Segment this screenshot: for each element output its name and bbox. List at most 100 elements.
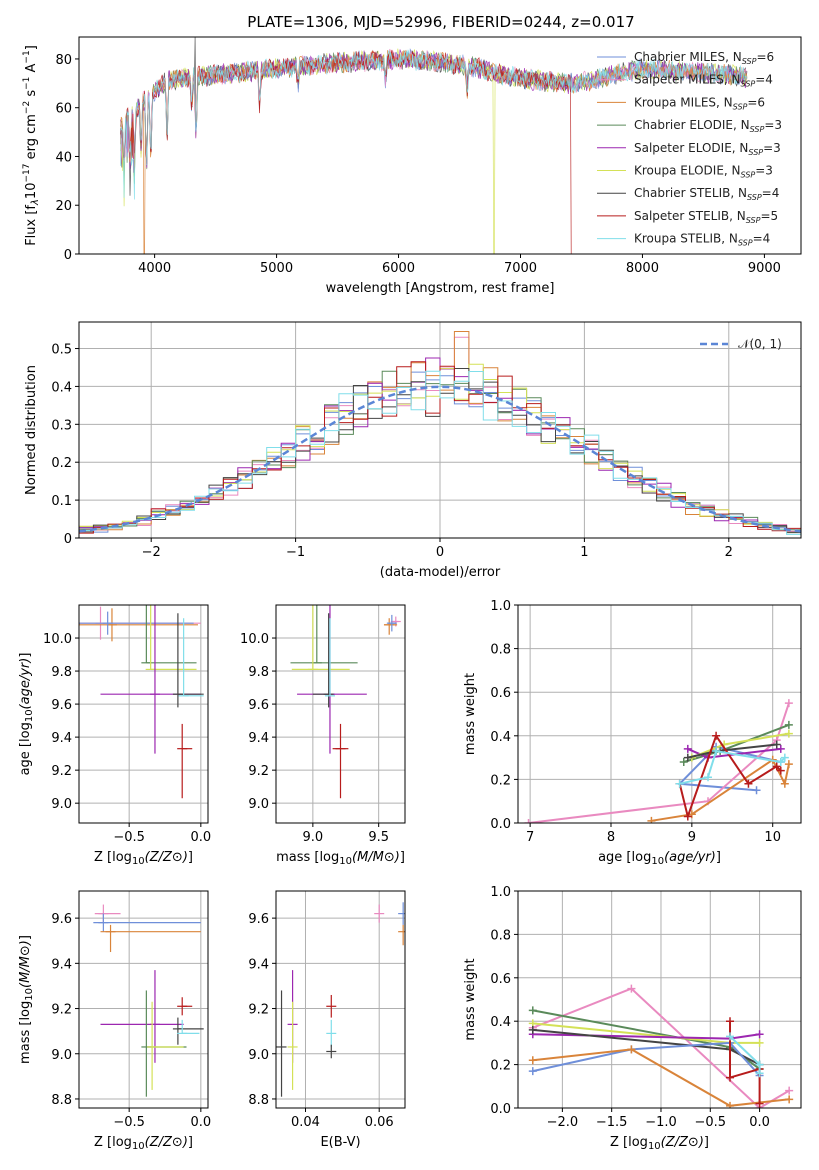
y-tick-label: 9.2 bbox=[51, 1003, 72, 1018]
x-axis-label: Z [log10(Z/Z⊙)] bbox=[94, 1135, 193, 1152]
weight-marker bbox=[776, 744, 785, 753]
y-tick-label: 0.4 bbox=[490, 730, 511, 745]
x-tick-label: 1 bbox=[580, 545, 588, 560]
y-tick-label: 0 bbox=[64, 248, 72, 263]
weight-marker bbox=[726, 1032, 735, 1041]
axes-frame bbox=[78, 36, 802, 255]
y-tick-label: 0.6 bbox=[490, 686, 511, 701]
mass-vs-ebv-points bbox=[276, 902, 405, 1097]
weight-marker bbox=[784, 699, 793, 708]
weight-marker bbox=[785, 1086, 794, 1095]
age-vs-mass-points bbox=[290, 605, 401, 799]
y-tick-label: 9.2 bbox=[248, 764, 269, 779]
weight-marker bbox=[726, 1017, 735, 1026]
spectrum-line-kroupa-miles bbox=[120, 49, 748, 254]
weight-marker bbox=[752, 786, 761, 795]
weight-marker bbox=[755, 1069, 764, 1078]
x-tick-label: 0.0 bbox=[190, 1115, 211, 1130]
legend-label: Salpeter ELODIE, NSSP=3 bbox=[634, 141, 781, 157]
x-tick-label: −0.5 bbox=[694, 1115, 726, 1130]
x-tick-label: 4000 bbox=[138, 261, 171, 276]
y-tick-label: 8.8 bbox=[248, 1093, 269, 1108]
x-tick-label: 0 bbox=[436, 545, 444, 560]
y-tick-label: 9.0 bbox=[248, 1048, 269, 1063]
weight-marker bbox=[780, 753, 789, 762]
weight-marker bbox=[704, 773, 713, 782]
y-tick-label: 0.2 bbox=[490, 1059, 511, 1074]
axes-frame bbox=[78, 604, 209, 824]
axes-frame bbox=[275, 604, 406, 824]
y-tick-label: 60 bbox=[55, 102, 72, 117]
x-tick-label: 8000 bbox=[626, 261, 659, 276]
y-tick-label: 1.0 bbox=[490, 599, 511, 614]
weight-marker bbox=[755, 1099, 764, 1108]
x-tick-label: −1.5 bbox=[596, 1115, 628, 1130]
y-axis-label: mass [log10(M/M⊙)] bbox=[18, 935, 35, 1064]
weight-marker bbox=[528, 1067, 537, 1076]
spectrum-lines bbox=[120, 37, 748, 254]
y-tick-label: 0.0 bbox=[490, 1102, 511, 1117]
legend-label: Kroupa MILES, NSSP=6 bbox=[634, 95, 765, 111]
spectrum-legend: Chabrier MILES, NSSP=6 Salpeter MILES, NS… bbox=[597, 50, 782, 248]
y-tick-label: 9.2 bbox=[248, 1003, 269, 1018]
x-tick-label: −0.5 bbox=[113, 1115, 145, 1130]
y-tick-label: 9.0 bbox=[51, 1048, 72, 1063]
y-tick-label: 9.8 bbox=[51, 665, 72, 680]
y-tick-label: 9.0 bbox=[51, 797, 72, 812]
x-tick-label: 9 bbox=[688, 830, 696, 845]
x-tick-label: 9.0 bbox=[303, 830, 324, 845]
weight-marker bbox=[755, 1060, 764, 1069]
weight-vs-z-series bbox=[528, 984, 794, 1108]
weight-marker bbox=[627, 984, 636, 993]
x-axis-label: (data-model)/error bbox=[380, 565, 501, 580]
weight-marker bbox=[647, 816, 656, 823]
x-axis-label: mass [log10(M/M⊙)] bbox=[276, 850, 405, 867]
x-axis-label: E(B-V) bbox=[320, 1135, 360, 1150]
y-tick-label: 9.8 bbox=[248, 665, 269, 680]
legend-label: Kroupa STELIB, NSSP=4 bbox=[634, 232, 770, 248]
weight-marker bbox=[712, 731, 721, 740]
y-tick-label: 20 bbox=[55, 199, 72, 214]
y-tick-label: 0.5 bbox=[51, 343, 72, 358]
weight-marker bbox=[784, 720, 793, 729]
y-tick-label: 9.0 bbox=[248, 797, 269, 812]
weight-marker bbox=[744, 779, 753, 788]
x-tick-label: 9.5 bbox=[368, 830, 389, 845]
y-axis-label: Flux [fλ10−17 erg cm−2 s−1 A−1] bbox=[22, 45, 41, 246]
weight-marker bbox=[784, 729, 793, 738]
weight-marker bbox=[780, 779, 789, 788]
weight-marker bbox=[784, 760, 793, 769]
y-tick-label: 0.8 bbox=[490, 928, 511, 943]
weight-marker bbox=[755, 1030, 764, 1039]
legend-label: Salpeter STELIB, NSSP=5 bbox=[634, 209, 778, 225]
y-tick-label: 9.4 bbox=[51, 731, 72, 746]
legend-label: Chabrier STELIB, NSSP=4 bbox=[634, 186, 779, 202]
weight-marker bbox=[675, 779, 684, 788]
y-tick-label: 80 bbox=[55, 53, 72, 68]
y-tick-label: 9.6 bbox=[248, 698, 269, 713]
y-tick-label: 9.4 bbox=[248, 957, 269, 972]
y-tick-label: 9.6 bbox=[51, 912, 72, 927]
y-axis-label: age [log10(age/yr)] bbox=[18, 653, 35, 776]
y-tick-label: 9.2 bbox=[51, 764, 72, 779]
legend-label-normal: 𝒩(0, 1) bbox=[738, 337, 782, 351]
y-tick-label: 0.6 bbox=[490, 972, 511, 987]
x-tick-label: 0.0 bbox=[749, 1115, 770, 1130]
panels: 4000 5000 6000 7000 8000 9000020406080wavelen… bbox=[18, 36, 802, 1152]
weight-line-salpeter-miles bbox=[532, 987, 790, 1108]
x-tick-label: 0.0 bbox=[190, 830, 211, 845]
weight-marker bbox=[776, 766, 785, 775]
y-tick-label: 0.4 bbox=[490, 1015, 511, 1030]
x-axis-label: age [log10(age/yr)] bbox=[598, 850, 721, 867]
y-tick-label: 0.3 bbox=[51, 418, 72, 433]
x-tick-label: 6000 bbox=[382, 261, 415, 276]
weight-line-chabrier-miles bbox=[532, 1041, 761, 1077]
weight-marker bbox=[785, 1095, 794, 1104]
weight-line-chabrier-elodie bbox=[532, 1009, 761, 1070]
histogram-group bbox=[79, 331, 801, 535]
x-tick-label: 7000 bbox=[504, 261, 537, 276]
weight-line-chabrier-miles bbox=[677, 745, 782, 792]
weight-marker bbox=[772, 740, 781, 749]
y-tick-label: 9.4 bbox=[51, 957, 72, 972]
